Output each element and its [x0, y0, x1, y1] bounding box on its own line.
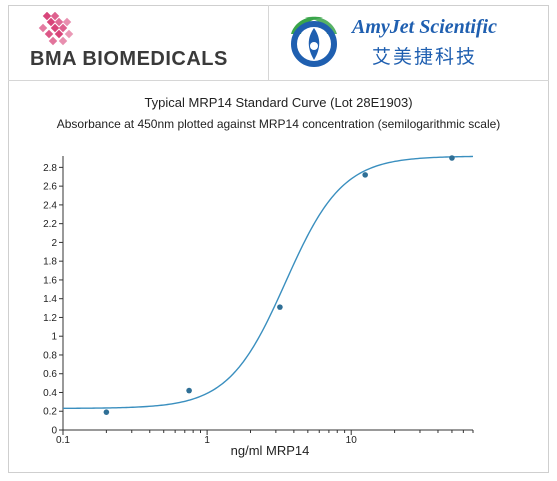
chart-axes: 0 0.2 0.4 0.6 0.8 1 1.2 1.4 1.6 1.8 2 2.2 2.4 2.6 2.8 0…	[43, 156, 474, 446]
y-tick-label: 1	[51, 332, 57, 343]
figure-frame	[8, 5, 549, 473]
amyjet-logo-icon	[291, 16, 337, 67]
y-tick-label: 2	[51, 238, 57, 249]
y-tick-label: 2.2	[43, 219, 57, 230]
y-tick-label: 0.8	[43, 350, 57, 361]
x-tick-label: 10	[346, 435, 358, 446]
x-axis-label: ng/ml MRP14	[231, 443, 310, 458]
y-tick-label: 0.2	[43, 407, 57, 418]
amyjet-logo-chinese-text: 艾美捷科技	[372, 46, 478, 68]
y-tick-label: 0.4	[43, 388, 57, 399]
chart-title: Typical MRP14 Standard Curve (Lot 28E190…	[144, 95, 413, 110]
bma-logo-text: BMA BIOMEDICALS	[30, 48, 228, 70]
data-point	[277, 304, 283, 310]
y-tick-label: 1.2	[43, 313, 57, 324]
data-point	[103, 409, 110, 415]
chart-subtitle: Absorbance at 450nm plotted against MRP1…	[56, 117, 501, 131]
y-tick-label: 0	[51, 426, 57, 437]
amyjet-logo-text: AmyJet Scientific	[352, 16, 497, 38]
header-vertical-divider	[268, 5, 269, 80]
x-tick-label: 1	[204, 435, 210, 446]
bma-logo-icon	[38, 12, 74, 46]
y-tick-label: 2.4	[43, 200, 57, 211]
header-divider	[8, 80, 549, 81]
fit-curve-layer	[62, 155, 474, 410]
data-point	[449, 155, 455, 161]
fit-curve-line	[62, 155, 474, 410]
x-tick-label: 0.1	[56, 435, 70, 446]
y-tick-label: 1.4	[43, 294, 57, 305]
y-tick-label: 1.6	[43, 275, 57, 286]
data-points-layer	[103, 155, 455, 415]
y-tick-label: 1.8	[43, 257, 57, 268]
data-point	[362, 172, 368, 178]
y-tick-label: 2.6	[43, 182, 57, 193]
data-point	[186, 387, 192, 394]
y-tick-label: 2.8	[43, 163, 57, 174]
y-tick-label: 0.6	[43, 369, 57, 380]
